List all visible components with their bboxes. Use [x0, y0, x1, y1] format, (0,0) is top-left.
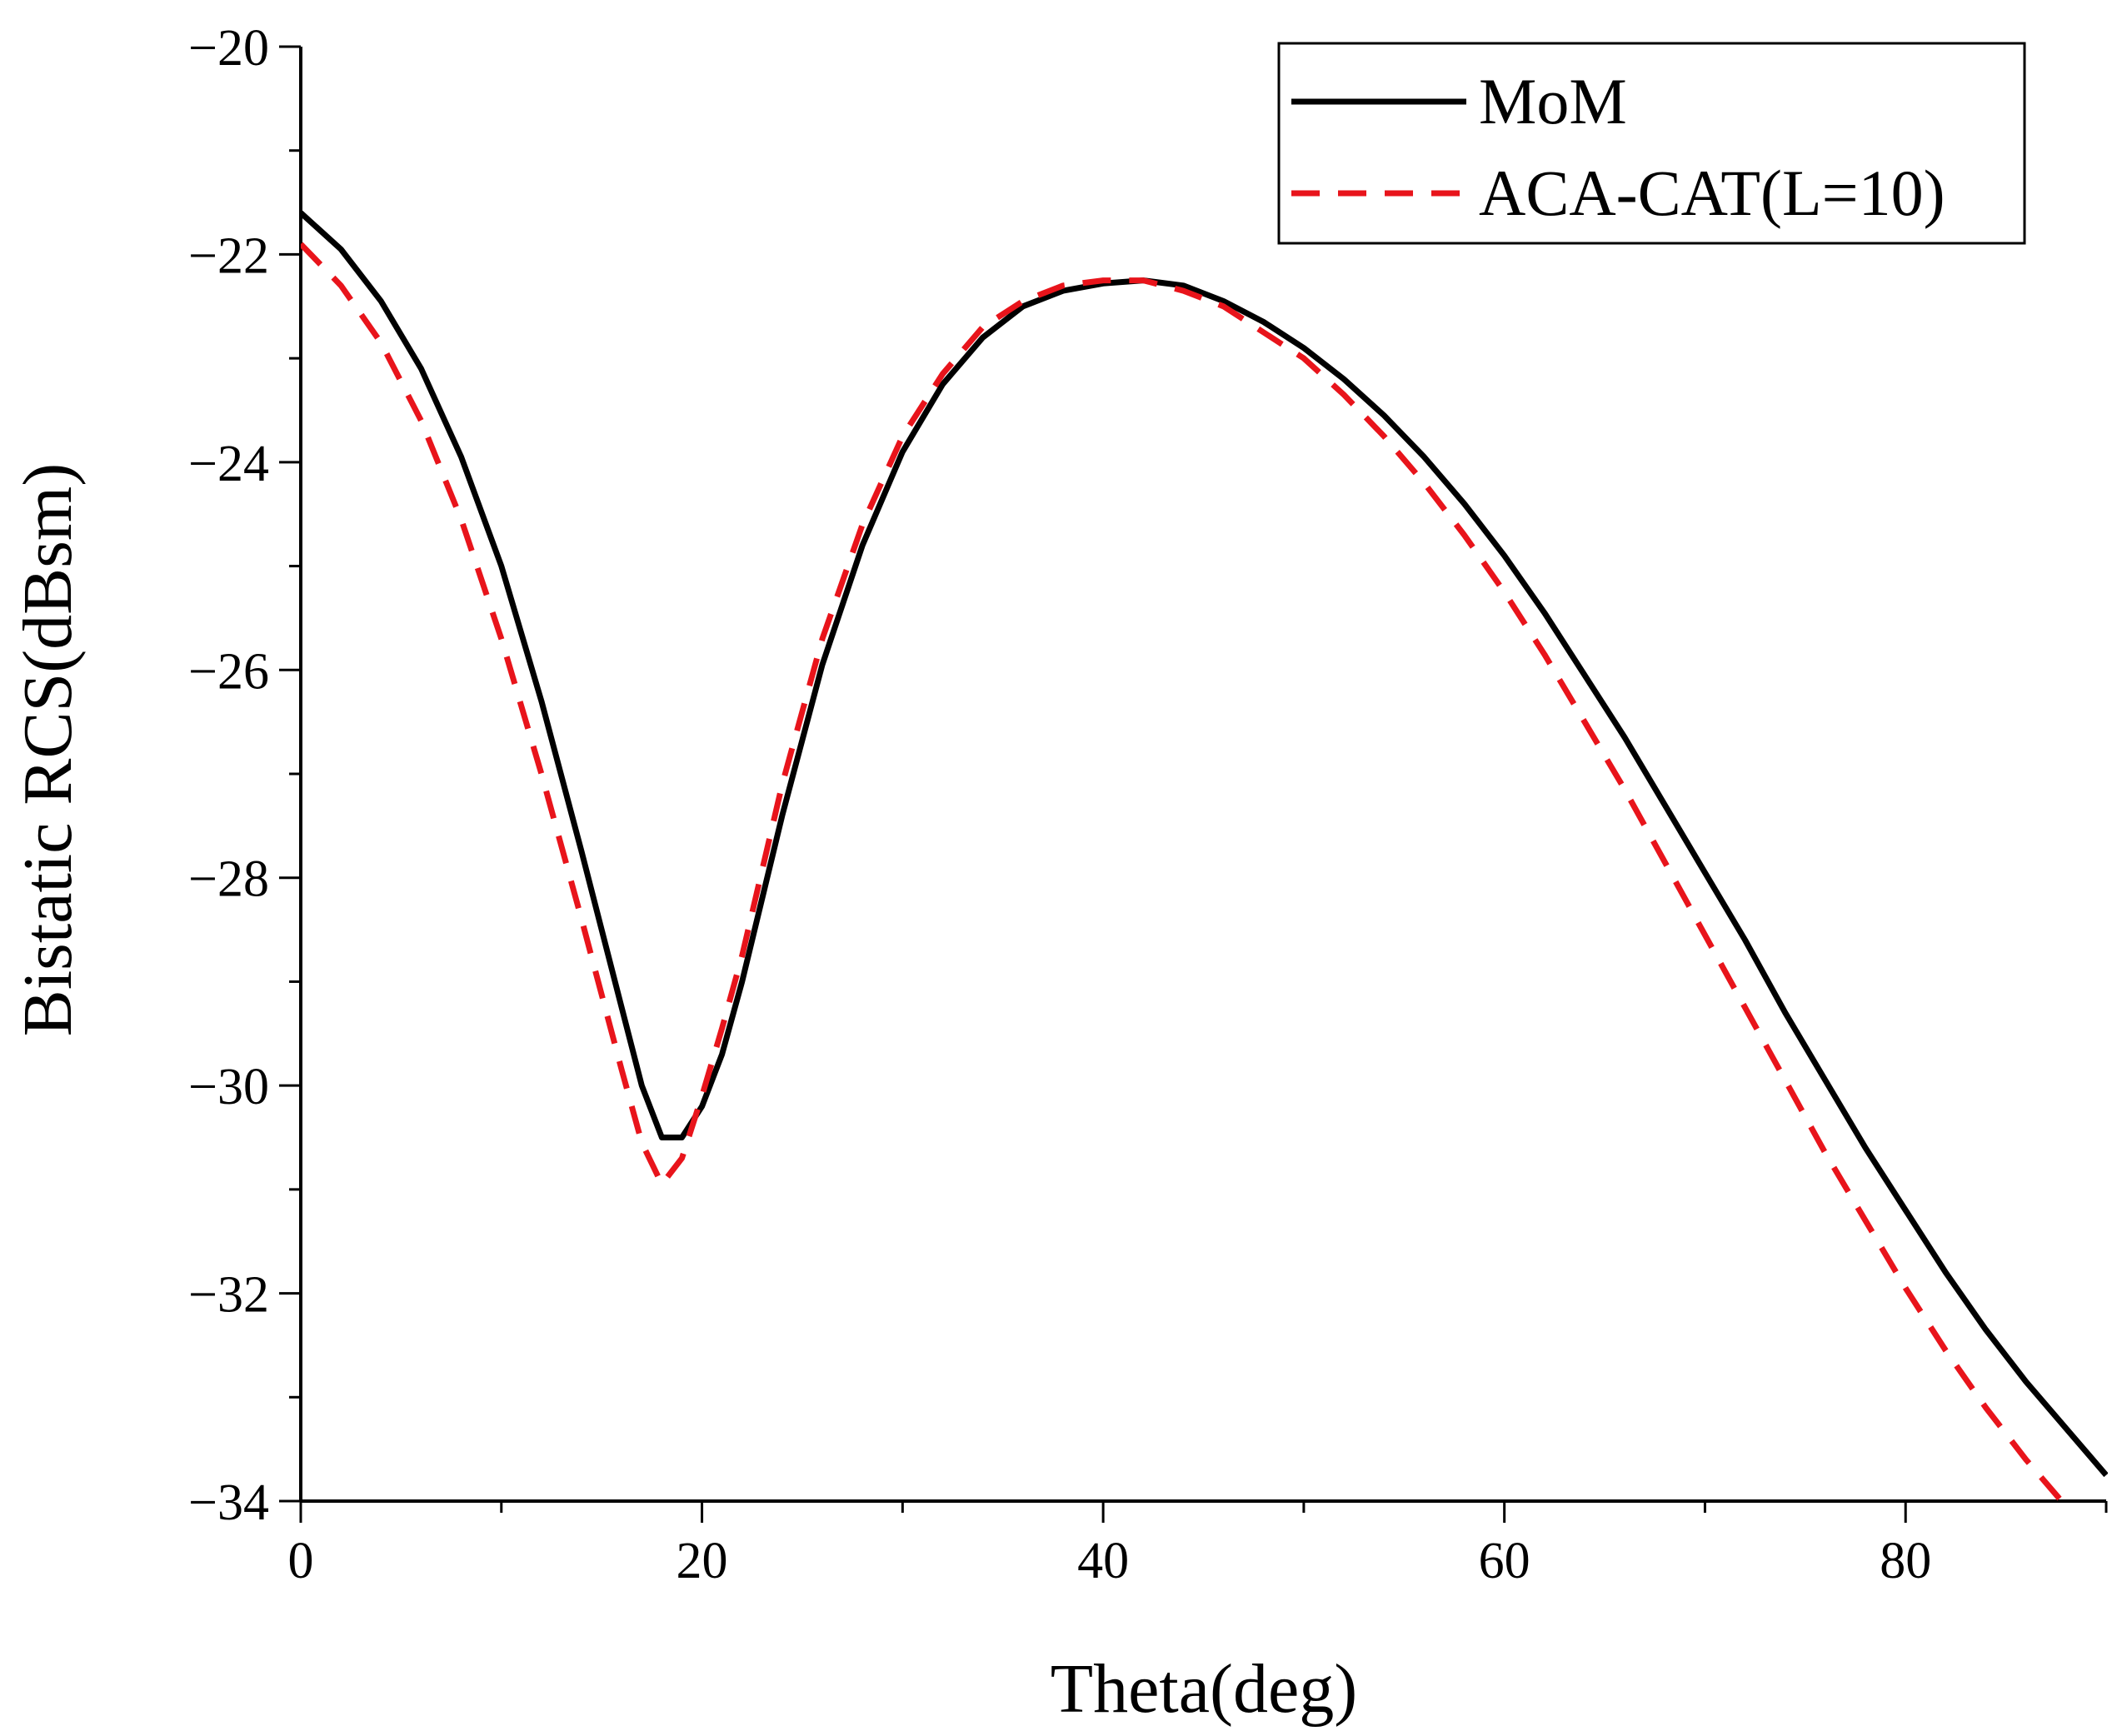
- series-line-mom: [301, 210, 2108, 1478]
- y-tick-label: −26: [188, 643, 269, 700]
- y-tick-label: −20: [188, 20, 269, 77]
- y-tick-label: −22: [188, 227, 269, 284]
- x-tick-label: 0: [288, 1533, 314, 1589]
- y-tick-label: −28: [188, 851, 269, 908]
- x-tick-label: 40: [1077, 1533, 1129, 1589]
- y-tick-label: −30: [188, 1059, 269, 1115]
- y-axis-title: Bistatic RCS(dBsm): [9, 463, 87, 1036]
- y-tick-label: −34: [188, 1474, 269, 1531]
- x-tick-label: 60: [1479, 1533, 1530, 1589]
- series-line-aca-cat-l-10: [301, 242, 2066, 1501]
- x-tick-label: 80: [1880, 1533, 1931, 1589]
- axes-group: 0 20 40 60 80 −34 −32 −30 −28 −26 −24 −22 −20: [188, 20, 2108, 1589]
- legend-label-mom: MoM: [1479, 65, 1627, 137]
- legend: MoM ACA-CAT(L=10): [1277, 42, 2026, 245]
- legend-box: [1277, 42, 2026, 245]
- y-tick-label: −32: [188, 1267, 269, 1324]
- x-tick-label: 20: [677, 1533, 728, 1589]
- y-tick-label: −24: [188, 436, 269, 492]
- x-axis-title: Theta(deg): [1051, 1650, 1357, 1728]
- legend-label-aca-cat: ACA-CAT(L=10): [1479, 157, 1945, 229]
- series-group: [301, 210, 2108, 1501]
